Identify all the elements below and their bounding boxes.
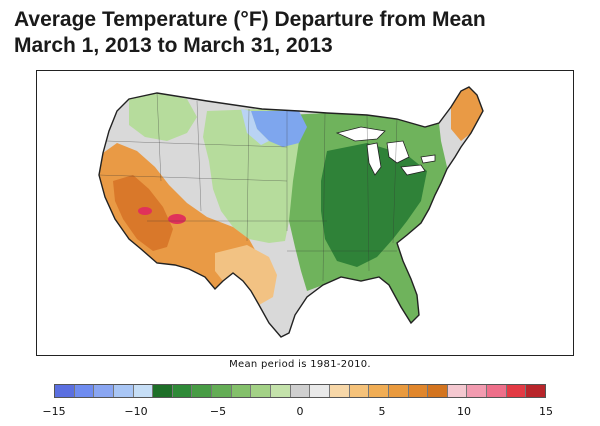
legend-swatch [251,385,272,397]
legend-swatch [408,385,429,397]
legend-swatch [329,385,350,397]
warm-region-maine [451,87,483,141]
legend-tick-label: 15 [539,405,553,418]
legend-swatch [467,385,488,397]
warm-region-southwest [215,245,277,305]
cold-fringe-north [241,109,269,145]
legend-swatch [231,385,252,397]
legend-swatch [153,385,173,397]
legend-tick-label: −10 [124,405,148,418]
legend-swatch [506,385,527,397]
legend-swatch [310,385,330,397]
legend-swatch [212,385,232,397]
legend-tick-label: −15 [42,405,66,418]
legend-swatch [487,385,507,397]
legend-swatch [271,385,291,397]
legend-swatch [94,385,114,397]
state-borders [98,92,398,282]
cold-region-north [251,111,307,147]
legend-swatch [388,385,409,397]
mean-period-note: Mean period is 1981-2010. [229,359,371,370]
map-frame [36,70,574,356]
legend-swatch [55,385,75,397]
us-temperature-map [98,86,484,338]
hot-spot-nevada [138,207,152,215]
legend-swatch [290,385,311,397]
legend-swatch [192,385,213,397]
legend-swatch [113,385,134,397]
legend-swatch [447,385,468,397]
legend-swatch [369,385,389,397]
cool-region-northwest [129,93,197,141]
hot-spot-utah [168,214,186,224]
legend-tick-label: −5 [209,405,227,418]
usa-outline [98,86,484,338]
legend-swatch [349,385,370,397]
chart-title: Average Temperature (°F) Departure from … [14,8,486,31]
legend-tick-label: 0 [296,405,304,418]
color-legend-bar [54,384,546,398]
legend-tick-label: 10 [457,405,471,418]
legend-swatch [74,385,95,397]
legend-swatch [526,385,546,397]
cool-core-east [321,143,427,267]
chart-subtitle: March 1, 2013 to March 31, 2013 [14,34,333,57]
legend-swatch [133,385,154,397]
legend-tick-label: 5 [378,405,386,418]
legend-swatch [172,385,193,397]
legend-swatch [428,385,448,397]
great-lakes [335,126,436,176]
